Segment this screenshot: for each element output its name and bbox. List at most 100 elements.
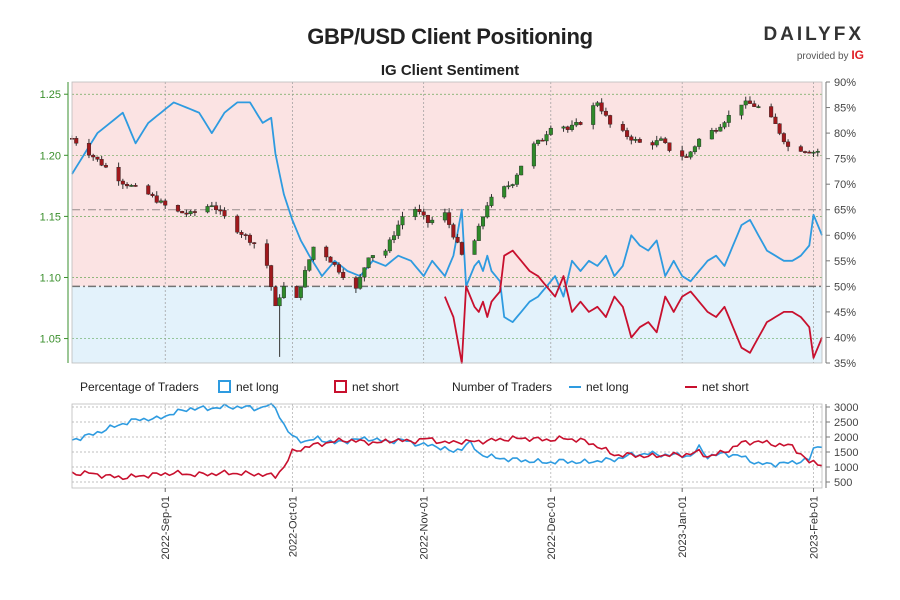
sentiment-tick-label: 50% — [834, 281, 856, 293]
candle-body — [781, 133, 786, 143]
candle-body — [811, 151, 816, 154]
x-tick-label: 2022-Nov-01 — [419, 496, 431, 560]
logo-ig: IG — [851, 48, 864, 62]
candle-body — [425, 215, 430, 224]
count-tick-label: 2500 — [834, 417, 858, 429]
count-tick-label: 1000 — [834, 462, 858, 474]
candle-body — [502, 186, 507, 198]
logo-brand: DAILYFX — [763, 24, 864, 45]
candle-body — [756, 106, 761, 108]
candle-body — [739, 104, 744, 116]
candle-body — [281, 286, 286, 298]
candle-body — [531, 143, 536, 167]
candle-body — [332, 262, 337, 265]
candle-body — [451, 224, 456, 238]
candle-body — [658, 138, 663, 141]
bg-net-long-region — [72, 286, 822, 363]
candle-body — [150, 193, 155, 196]
candle-body — [116, 166, 121, 182]
candle-body — [773, 116, 778, 124]
candle-body — [430, 219, 435, 224]
legend-pct-short: net short — [334, 380, 399, 394]
chart-title: GBP/USD Client Positioning — [307, 24, 593, 49]
candle-body — [447, 212, 452, 225]
candle-body — [103, 165, 108, 168]
legend-num-long: net long — [569, 380, 629, 394]
candle-body — [158, 200, 163, 203]
candle-body — [481, 216, 486, 227]
legend-swatch-long-line — [569, 386, 581, 388]
logo-provided-by: provided by — [796, 51, 849, 62]
sentiment-tick-label: 40% — [834, 332, 856, 344]
candle-body — [239, 232, 244, 235]
legend-pct-long-label: net long — [236, 380, 279, 394]
candle-body — [684, 156, 689, 158]
candle-body — [311, 246, 316, 260]
candle-body — [692, 146, 697, 153]
candle-body — [353, 277, 358, 289]
candle-body — [358, 276, 363, 289]
candle-body — [688, 151, 693, 158]
candle-body — [599, 102, 604, 112]
legend-swatch-short-box — [334, 380, 347, 393]
candle-body — [86, 143, 91, 156]
candle-body — [565, 126, 570, 130]
sentiment-tick-label: 55% — [834, 256, 856, 268]
candle-body — [540, 139, 545, 142]
dailyfx-logo: DAILYFX provided by IG — [763, 24, 864, 62]
candle-body — [264, 243, 269, 266]
pct-net-long-line — [71, 101, 823, 324]
sentiment-tick-label: 65% — [834, 205, 856, 217]
candle-body — [709, 130, 714, 140]
candle-body — [654, 140, 659, 146]
candle-body — [718, 126, 723, 132]
candle-body — [413, 209, 418, 217]
candle-body — [307, 259, 312, 271]
candle-body — [125, 184, 130, 187]
candle-body — [743, 100, 748, 106]
candle-body — [163, 200, 168, 206]
candle-body — [154, 195, 159, 203]
candle-body — [133, 185, 138, 187]
candle-body — [625, 130, 630, 137]
candle-body — [595, 102, 600, 106]
candle-body — [205, 206, 210, 213]
candle-body — [328, 256, 333, 263]
candle-body — [603, 110, 608, 116]
candle-body — [129, 185, 134, 187]
candle-body — [574, 122, 579, 126]
candle-body — [222, 210, 227, 217]
price-tick-label: 1.20 — [40, 150, 61, 162]
candle-body — [277, 297, 282, 307]
candle-body — [472, 240, 477, 255]
bg-net-short-region — [72, 82, 822, 287]
candle-body — [807, 151, 812, 154]
count-net-long-line — [71, 402, 823, 468]
candle-body — [243, 234, 248, 236]
candle-body — [650, 142, 655, 146]
candle-body — [294, 286, 299, 298]
candle-body — [798, 146, 803, 152]
candle-body — [273, 286, 278, 307]
candle-body — [769, 106, 774, 118]
price-tick-label: 1.10 — [40, 272, 61, 284]
candle-body — [336, 264, 341, 273]
x-tick-label: 2023-Jan-01 — [677, 496, 689, 558]
legend-num-short-label: net short — [702, 380, 749, 394]
candle-body — [578, 122, 583, 125]
candle-body — [298, 286, 303, 298]
legend-pct-long: net long — [218, 380, 279, 394]
candle-body — [815, 151, 820, 153]
candle-body — [459, 242, 464, 255]
candle-body — [777, 123, 782, 134]
bottom-panel-frame — [71, 403, 823, 489]
candle-body — [786, 141, 791, 147]
price-tick-label: 1.15 — [40, 211, 61, 223]
candle-body — [663, 138, 668, 143]
candle-body — [192, 211, 197, 213]
sentiment-tick-label: 85% — [834, 103, 856, 115]
candle-body — [175, 205, 180, 212]
candle-body — [506, 185, 511, 188]
x-tick-label: 2023-Feb-01 — [809, 496, 821, 559]
